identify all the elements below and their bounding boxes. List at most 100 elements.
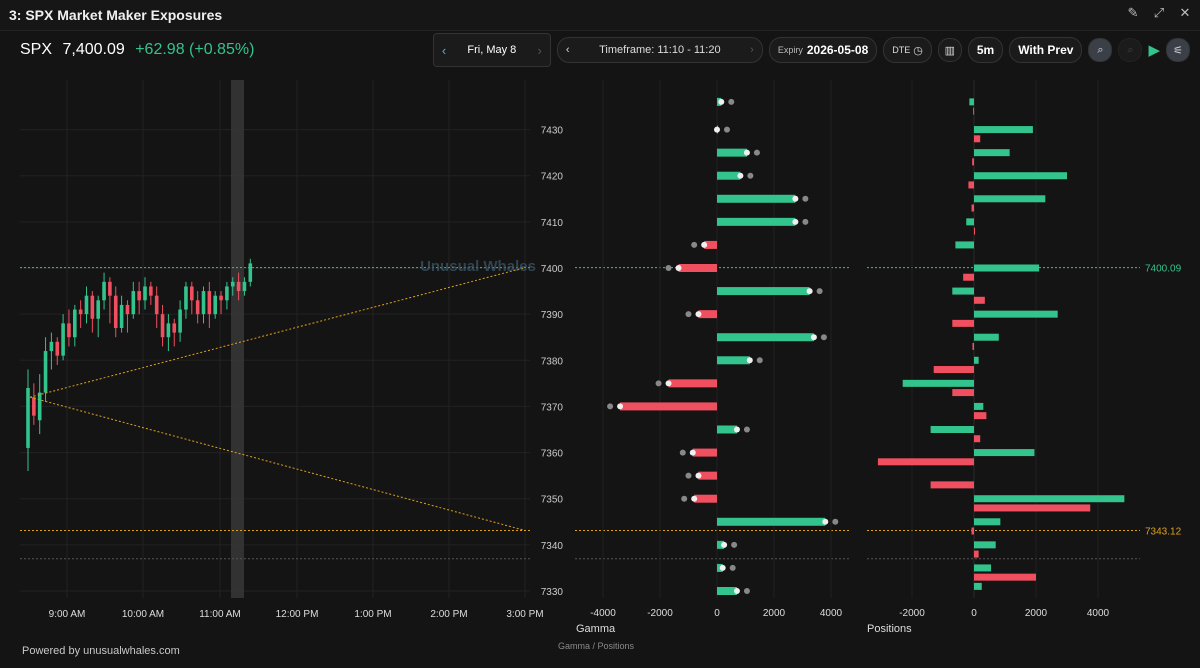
gamma-marker (691, 495, 698, 502)
strike-tick-label: 7430 (541, 126, 564, 137)
positions-bar (966, 218, 974, 226)
positions-prev-bar (968, 181, 974, 189)
strike-tick-label: 7390 (541, 310, 564, 321)
positions-bar (974, 495, 1125, 503)
strike-tick-label: 7350 (541, 495, 564, 506)
time-tick-label: 1:00 PM (354, 609, 391, 620)
positions-bar (974, 126, 1033, 134)
interval-selector[interactable]: 5m (967, 37, 1004, 63)
candle-body (242, 281, 247, 292)
gamma-prev-marker (753, 149, 760, 156)
strike-tick-label: 7340 (541, 541, 564, 552)
zoom-reset-icon[interactable]: ⌕ (1118, 38, 1143, 62)
strike-tick-label: 7370 (541, 402, 564, 413)
candle-body (149, 286, 153, 296)
timeframe-selector[interactable]: ‹ Timeframe: 11:10 - 11:20 › (556, 37, 763, 63)
candle-body (190, 286, 194, 301)
positions-prev-bar (974, 412, 987, 420)
candle-body (67, 323, 71, 338)
gamma-marker (733, 426, 740, 433)
gamma-prev-marker (820, 334, 827, 341)
candle-body (195, 300, 200, 315)
dte-label: DTE (892, 45, 911, 55)
candle-body (213, 295, 217, 315)
gamma-prev-marker (685, 472, 692, 479)
candle-body (236, 281, 241, 292)
gamma-tick-label: -2000 (647, 608, 673, 619)
symbol: SPX (20, 41, 53, 58)
timeframe-label: Timeframe: 11:10 - 11:20 (599, 44, 721, 56)
chevron-left-icon[interactable]: ‹ (565, 44, 570, 56)
candle-body (119, 304, 124, 328)
last-price: 7,400.09 (62, 41, 125, 58)
gamma-tick-label: 2000 (763, 608, 786, 619)
strike-tick-label: 7330 (541, 587, 564, 598)
gamma-bar (717, 148, 747, 157)
gamma-bar (717, 425, 737, 434)
dte-toggle[interactable]: DTE ◷ (883, 37, 932, 63)
gamma-marker (617, 403, 624, 410)
strike-tick-label: 7410 (541, 218, 564, 229)
watermark: Unusual Whales (420, 258, 536, 275)
gamma-marker (737, 172, 744, 179)
positions-bar (974, 149, 1010, 157)
zoom-icon[interactable]: ⌕ (1088, 38, 1113, 62)
positions-prev-bar (877, 458, 974, 466)
gamma-marker (733, 588, 740, 594)
positions-prev-bar (974, 435, 981, 443)
powered-by: Powered by unusualwhales.com (22, 645, 180, 657)
chart-type-icon[interactable]: ▥ (937, 38, 962, 62)
projection-lower (29, 396, 526, 531)
candle-body (230, 281, 235, 287)
gamma-marker (806, 288, 813, 295)
date-label: Fri, May 8 (467, 44, 517, 56)
positions-prev-bar (963, 273, 974, 281)
positions-bar (974, 582, 982, 590)
gamma-marker (743, 149, 750, 156)
edit-icon[interactable]: ✎ (1127, 5, 1139, 20)
candle-body (49, 341, 54, 352)
positions-bar (955, 241, 974, 249)
gamma-bar (717, 194, 796, 203)
gamma-prev-marker (607, 403, 614, 410)
candle-body (166, 323, 171, 338)
candle-body (137, 291, 141, 301)
chevron-right-icon[interactable]: › (537, 42, 542, 58)
candle-body (78, 309, 83, 315)
close-icon[interactable]: ✕ (1179, 5, 1191, 20)
gamma-tick-label: 0 (714, 608, 720, 619)
compare-toggle[interactable]: With Prev (1009, 37, 1083, 63)
gamma-bar (620, 402, 717, 411)
positions-axis-title: Positions (867, 623, 912, 635)
gamma-marker (714, 126, 720, 133)
positions-prev-bar (974, 227, 975, 235)
time-tick-label: 12:00 PM (276, 609, 319, 620)
chevron-left-icon[interactable]: ‹ (441, 42, 447, 58)
chevron-right-icon[interactable]: › (750, 44, 754, 56)
candle-body (96, 300, 100, 319)
gamma-marker (718, 98, 725, 105)
strike-tick-label: 7380 (541, 356, 564, 367)
positions-tick-label: 2000 (1025, 608, 1048, 619)
candle-body (207, 291, 212, 315)
gamma-bar (717, 97, 722, 106)
gamma-marker (792, 218, 799, 225)
gamma-prev-marker (679, 449, 686, 456)
play-icon[interactable]: ▶ (1148, 42, 1160, 59)
settings-sliders-icon[interactable]: ⚟ (1166, 38, 1190, 62)
candle-body (219, 295, 223, 301)
title-bar: 3: SPX Market Maker Exposures ✎ ⤢ ✕ (0, 0, 1200, 31)
gamma-marker (719, 564, 726, 571)
candle-body (32, 397, 36, 416)
positions-bar (969, 98, 974, 106)
expand-icon[interactable]: ⤢ (1153, 5, 1165, 20)
gamma-marker (689, 449, 696, 456)
positions-bar (974, 356, 979, 364)
expiry-selector[interactable]: Expiry 2026-05-08 (768, 37, 878, 63)
date-selector[interactable]: ‹ Fri, May 8 › (432, 33, 551, 67)
gamma-tick-label: 4000 (820, 608, 843, 619)
candle-body (37, 392, 42, 421)
positions-prev-bar (952, 319, 974, 327)
candle-body (84, 295, 89, 315)
